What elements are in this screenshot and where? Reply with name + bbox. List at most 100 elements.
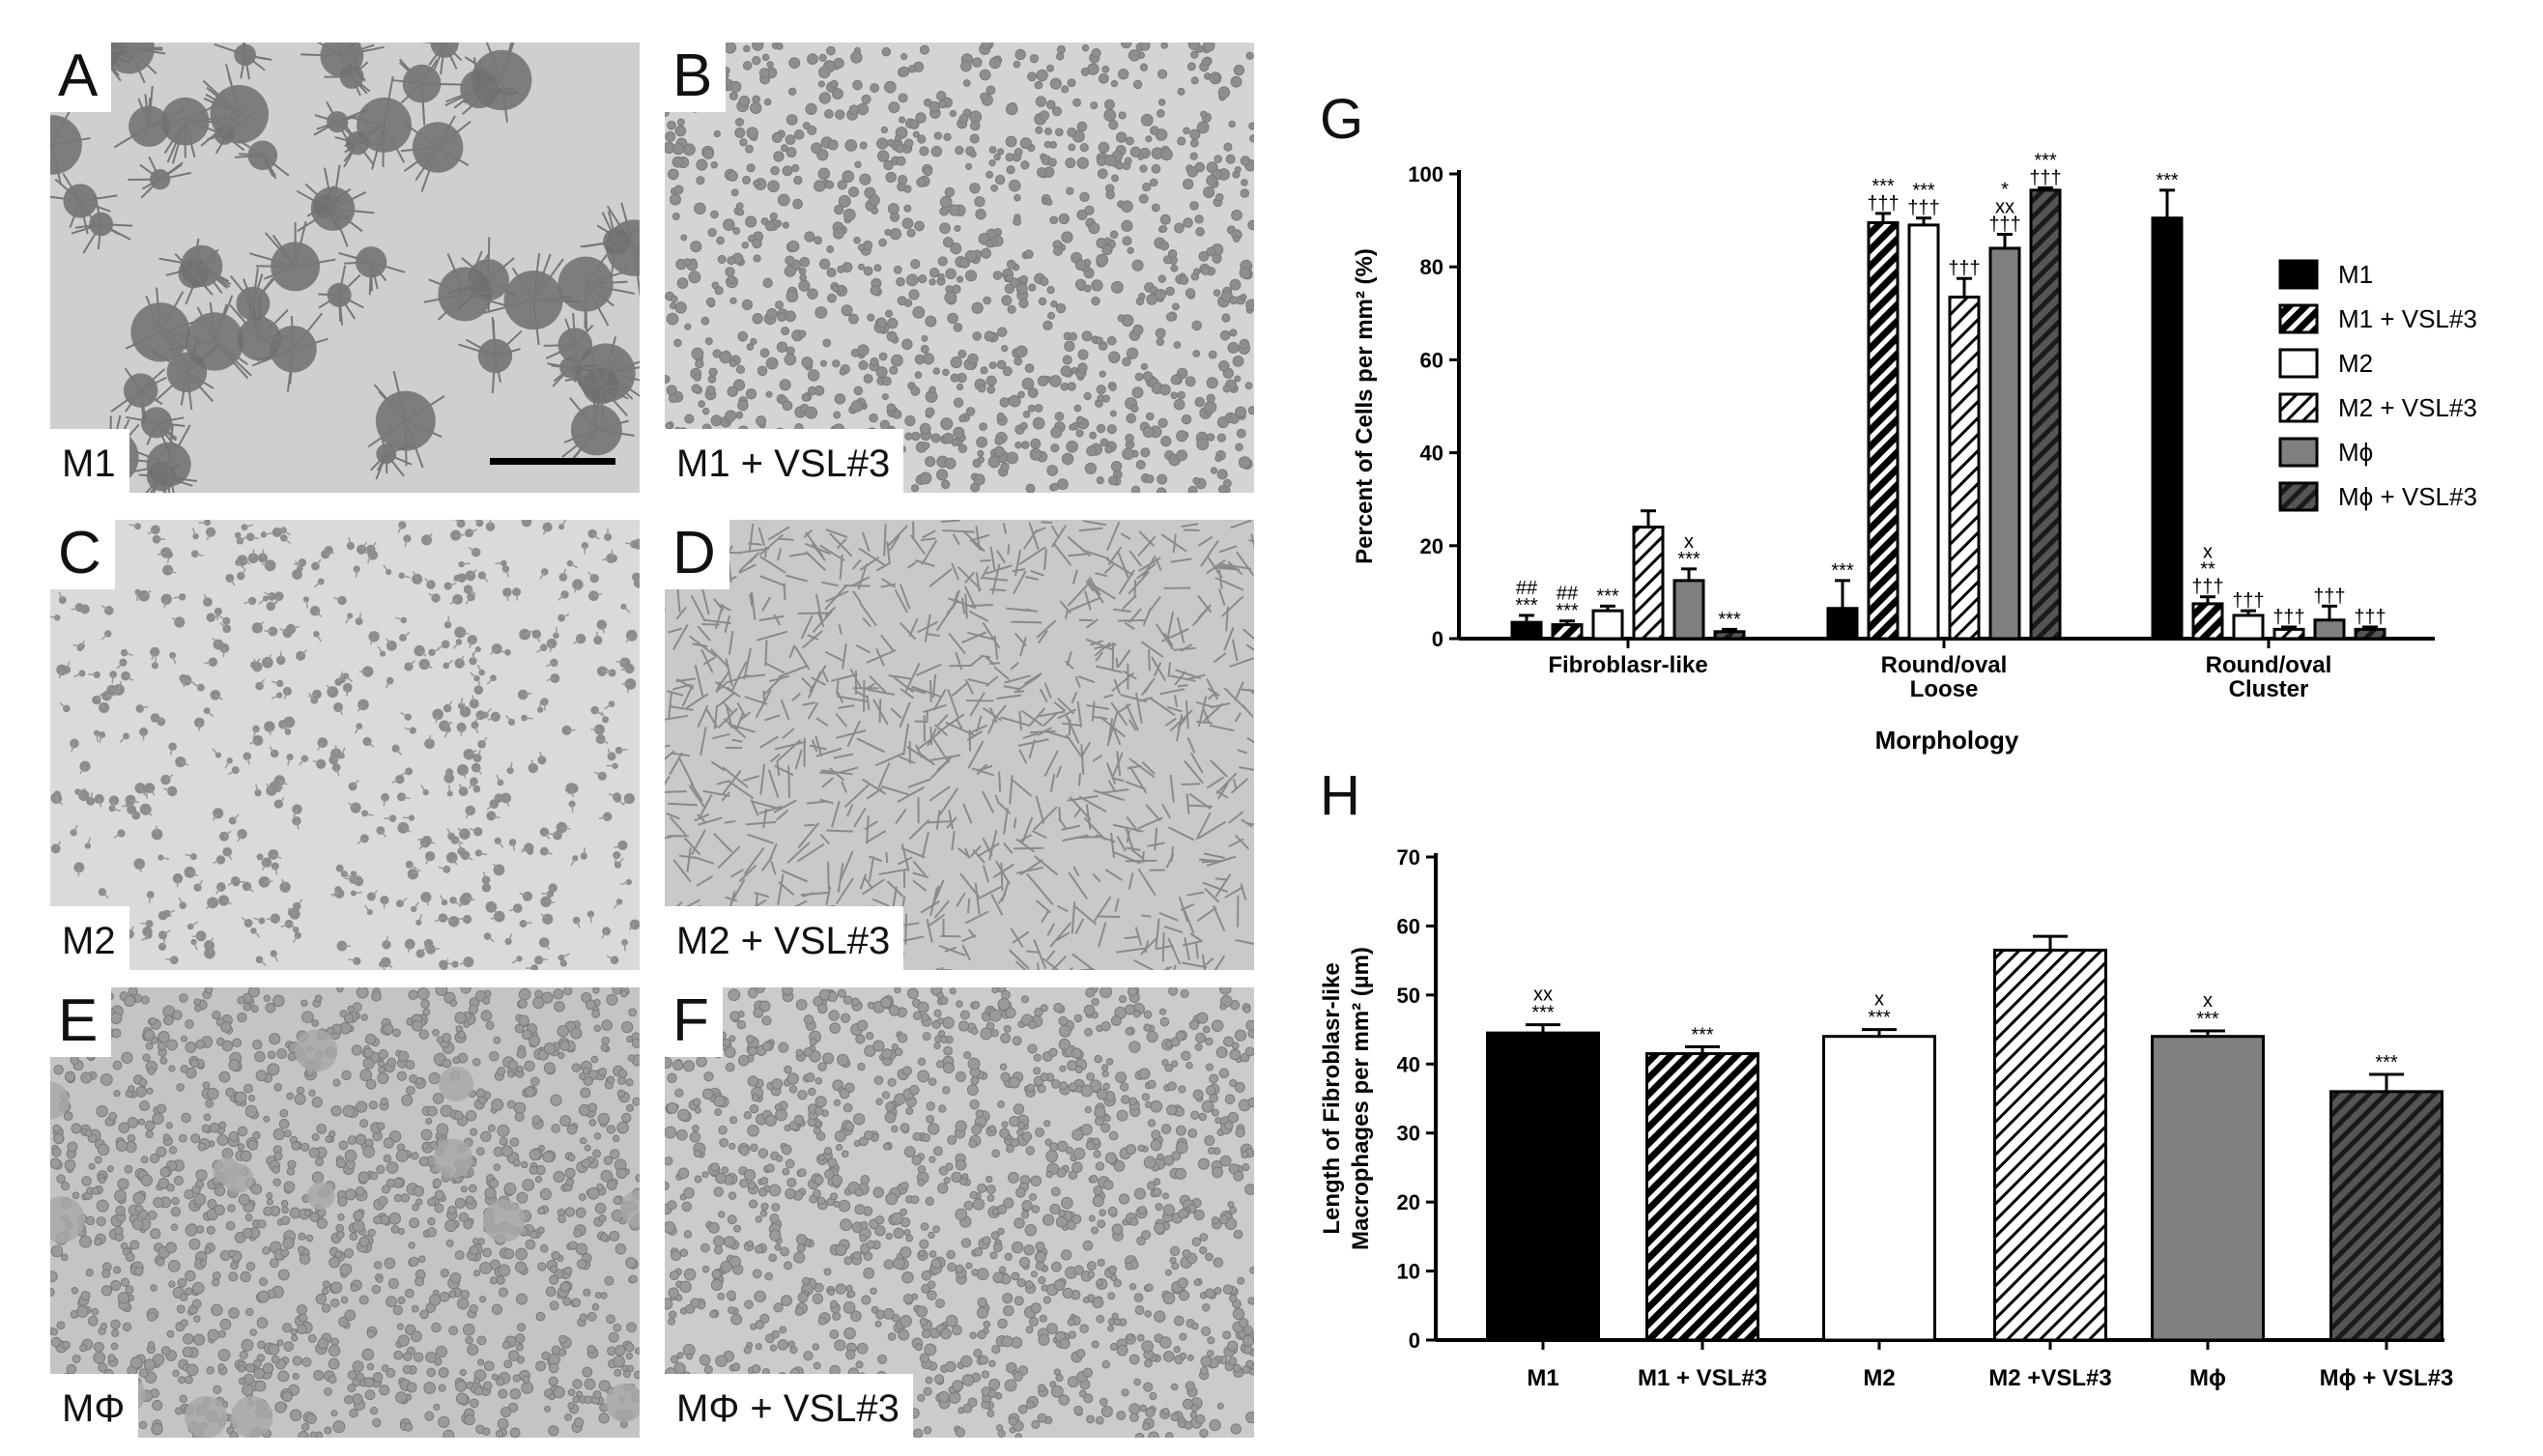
- bar: [1672, 579, 1705, 641]
- y-tick-label: 0: [1409, 1328, 1420, 1353]
- x-category-label: M1 + VSL#3: [1638, 1365, 1767, 1391]
- significance-marker: ##: [1557, 584, 1579, 605]
- significance-marker: †††: [1988, 214, 2020, 236]
- significance-marker: †††: [1867, 193, 1899, 214]
- significance-marker: ***: [1831, 560, 1854, 582]
- y-tick-label: 40: [1420, 442, 1443, 466]
- micrograph-panel-d: D M2 + VSL#3: [665, 520, 1254, 970]
- panel-letter-e: E: [50, 987, 112, 1057]
- legend-swatch: [2278, 392, 2319, 423]
- panel-caption: MΦ: [50, 1374, 139, 1438]
- cell-texture: [50, 43, 640, 493]
- bar: [2151, 1035, 2265, 1342]
- x-category-label: Cluster: [2229, 676, 2309, 702]
- bar: [2329, 1090, 2443, 1342]
- x-axis-label: Morphology: [1875, 726, 2019, 755]
- bar: [1993, 948, 2107, 1342]
- panel-letter-h: H: [1320, 764, 1360, 827]
- x-category-label: Fibroblasr-like: [1548, 652, 1707, 678]
- significance-marker: ***: [2375, 1052, 2398, 1073]
- significance-marker: ***: [2156, 170, 2179, 191]
- significance-marker: x: [1684, 531, 1694, 553]
- morphology-bar-chart: 0 20 40 60 80 100 Percent of Cells per mm² (%)…: [1352, 150, 2477, 755]
- legend-label: M1 + VSL#3: [2338, 304, 2477, 333]
- y-tick-label: 40: [1397, 1052, 1420, 1076]
- scale-bar: [490, 458, 615, 465]
- bar: [2029, 188, 2062, 641]
- legend-label: M1: [2338, 260, 2373, 289]
- significance-marker: ***: [1596, 585, 1619, 607]
- bar: [1822, 1035, 1936, 1342]
- bar: [1645, 1052, 1759, 1342]
- significance-marker: †††: [1907, 198, 1939, 219]
- significance-marker: ***: [1872, 176, 1895, 197]
- bar: [2191, 602, 2224, 641]
- significance-marker: †††: [2191, 577, 2223, 598]
- significance-marker: ***: [1531, 1003, 1555, 1024]
- significance-marker: ***: [1912, 181, 1935, 202]
- x-category-label: M2 +VSL#3: [1988, 1365, 2111, 1391]
- y-axis-label: Macrophages per mm² (µm): [1348, 947, 1374, 1250]
- panel-letter-d: D: [665, 520, 729, 589]
- legend-label: Mϕ + VSL#3: [2338, 482, 2477, 511]
- panel-letter-a: A: [50, 43, 112, 112]
- micrograph-panel-f: F MΦ + VSL#3: [665, 987, 1254, 1438]
- micrograph-panel-a: A M1: [50, 43, 640, 493]
- legend-swatch: [2278, 259, 2319, 290]
- x-category-label: Mϕ + VSL#3: [2320, 1365, 2454, 1391]
- y-tick-label: 20: [1420, 534, 1443, 558]
- y-tick-label: 30: [1397, 1122, 1420, 1146]
- significance-marker: *: [2001, 180, 2009, 201]
- significance-marker: ***: [1556, 601, 1579, 622]
- x-category-label: Round/oval: [1881, 652, 2008, 678]
- y-axis-label: Percent of Cells per mm² (%): [1352, 248, 1378, 564]
- significance-marker: †††: [1948, 258, 1980, 279]
- significance-marker: ***: [1515, 595, 1538, 616]
- legend-swatch: [2278, 303, 2319, 334]
- significance-marker: †††: [2272, 607, 2304, 628]
- panel-caption: M1: [50, 429, 129, 493]
- y-tick-label: 10: [1397, 1260, 1420, 1284]
- legend-swatch: [2278, 437, 2319, 468]
- panel-caption: M2 + VSL#3: [665, 906, 904, 970]
- significance-marker: ***: [1868, 1008, 1891, 1029]
- y-tick-label: 50: [1397, 984, 1420, 1008]
- significance-marker: †††: [2232, 590, 2264, 612]
- legend-swatch: [2278, 481, 2319, 512]
- panel-caption: M2: [50, 906, 129, 970]
- panel-letter-c: C: [50, 520, 115, 589]
- y-tick-label: 0: [1432, 627, 1443, 651]
- panel-letter-b: B: [665, 43, 727, 112]
- x-category-label: M2: [1863, 1365, 1895, 1391]
- bar: [1867, 221, 1900, 641]
- significance-marker: **: [2200, 559, 2215, 581]
- panel-caption: M1 + VSL#3: [665, 429, 904, 493]
- panel-letter-f: F: [665, 987, 723, 1057]
- significance-marker: ***: [1718, 609, 1741, 630]
- significance-marker: †††: [2029, 167, 2061, 188]
- y-tick-label: 60: [1397, 914, 1420, 938]
- significance-marker: †††: [2313, 585, 2345, 607]
- y-tick-label: 60: [1420, 348, 1443, 372]
- panel-caption: MΦ + VSL#3: [665, 1374, 913, 1438]
- significance-marker: x: [2203, 990, 2213, 1012]
- significance-marker: ***: [2196, 1009, 2219, 1030]
- x-category-label: Loose: [1910, 676, 1979, 702]
- y-tick-label: 70: [1397, 845, 1420, 870]
- significance-marker: x: [1874, 989, 1884, 1011]
- y-axis-label: Length of Fibroblasr-like: [1319, 962, 1345, 1234]
- micrograph-panel-e: E MΦ: [50, 987, 640, 1438]
- significance-marker: ##: [1516, 578, 1538, 599]
- x-category-label: Mϕ: [2189, 1365, 2226, 1391]
- panel-letter-g: G: [1320, 88, 1364, 151]
- y-tick-label: 80: [1420, 255, 1443, 279]
- bar: [1988, 246, 2021, 641]
- significance-marker: ***: [1677, 549, 1700, 570]
- significance-marker: ***: [1691, 1024, 1714, 1045]
- bar: [1486, 1031, 1600, 1342]
- legend-label: M2: [2338, 349, 2373, 378]
- micrograph-panel-b: B M1 + VSL#3: [665, 43, 1254, 493]
- legend-swatch: [2278, 348, 2319, 379]
- y-tick-label: 100: [1408, 162, 1443, 186]
